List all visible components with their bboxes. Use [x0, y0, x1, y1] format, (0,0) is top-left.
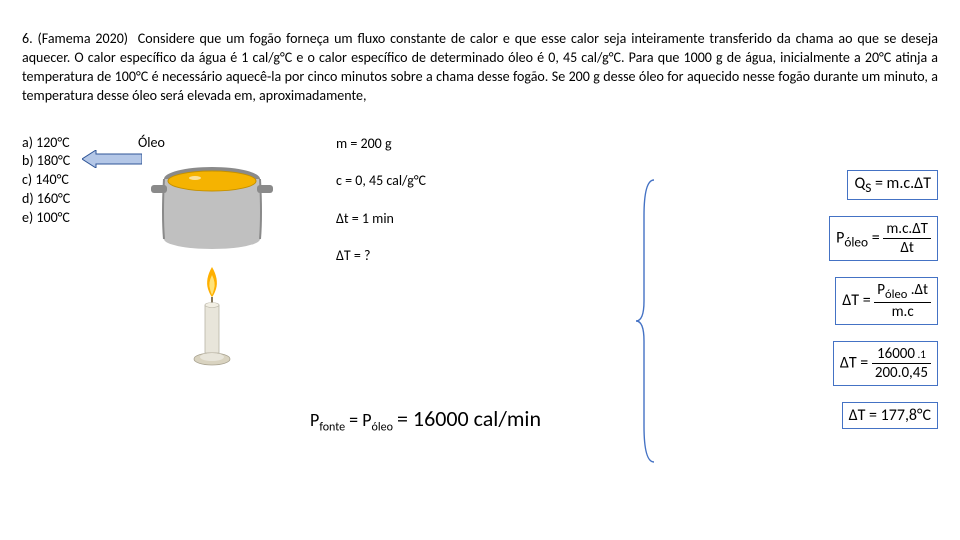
- eq-dt2-num-rest: .1: [915, 348, 926, 361]
- eq-dt1: ΔT = Póleo .Δt m.c: [658, 277, 938, 325]
- eq-dt1-num-rest: .Δt: [907, 281, 928, 299]
- option-e: e) 100°C: [22, 209, 102, 228]
- pot-icon: [147, 155, 277, 255]
- option-c: c) 140°C: [22, 171, 102, 190]
- eq-dt2-den: 200.0,45: [872, 364, 931, 382]
- illustration-column: Óleo: [122, 134, 302, 375]
- pfonte-sub1: fonte: [319, 421, 345, 435]
- eq-qs-rhs: = m.c.ΔT: [871, 174, 931, 193]
- delta-t-label: ΔT =: [842, 291, 874, 310]
- pfonte-rhs: = 16000 cal/min: [397, 405, 541, 432]
- question-body: Considere que um fogão forneça um fluxo …: [22, 30, 938, 104]
- equals-sign: =: [872, 229, 884, 248]
- given-mass: m = 200 g: [336, 134, 506, 154]
- question-source: (Famema 2020): [38, 30, 129, 47]
- given-specific-heat: c = 0, 45 cal/g°C: [336, 171, 506, 191]
- pfonte-mid: = P: [345, 409, 371, 431]
- delta-t-label-2: ΔT =: [840, 354, 872, 373]
- oil-label: Óleo: [138, 134, 165, 151]
- pfonte-sub2: óleo: [372, 421, 393, 435]
- eq-poleo-num: m.c.ΔT: [883, 220, 931, 239]
- brace-icon: [634, 176, 658, 466]
- eq-dt1-num-p: P: [877, 281, 885, 299]
- option-d: d) 160°C: [22, 190, 102, 209]
- given-data: m = 200 g c = 0, 45 cal/g°C Δt = 1 min Δ…: [336, 134, 506, 284]
- eq-dt1-den: m.c: [874, 303, 931, 321]
- eq-pfonte: Pfonte = Póleo = 16000 cal/min: [310, 405, 541, 435]
- eq-dt1-num-sub: óleo: [885, 287, 907, 302]
- question-number: 6.: [22, 30, 33, 47]
- eq-result-text: ΔT = 177,8°C: [842, 402, 938, 429]
- pfonte-p: P: [310, 409, 319, 431]
- eq-dt2-num: 16000: [877, 345, 915, 363]
- equations-column: QS = m.c.ΔT Póleo = m.c.ΔT Δt ΔT = Póleo…: [658, 170, 938, 445]
- eq-qs: QS = m.c.ΔT: [658, 170, 938, 200]
- question-text: 6. (Famema 2020) Considere que um fogão …: [22, 30, 938, 106]
- given-delta-t: ΔT = ?: [336, 246, 506, 266]
- answer-arrow-icon: [82, 150, 142, 168]
- given-time: Δt = 1 min: [336, 209, 506, 229]
- eq-poleo: Póleo = m.c.ΔT Δt: [658, 216, 938, 261]
- options-list: a) 120°C b) 180°C c) 140°C d) 160°C e) 1…: [22, 134, 102, 228]
- candle-icon: [187, 265, 237, 375]
- eq-result: ΔT = 177,8°C: [658, 402, 938, 429]
- eq-dt2: ΔT = 16000 .1 200.0,45: [658, 341, 938, 386]
- eq-poleo-den: Δt: [883, 239, 931, 257]
- eq-qs-sym: Q: [854, 174, 865, 193]
- eq-poleo-sub: óleo: [844, 234, 868, 251]
